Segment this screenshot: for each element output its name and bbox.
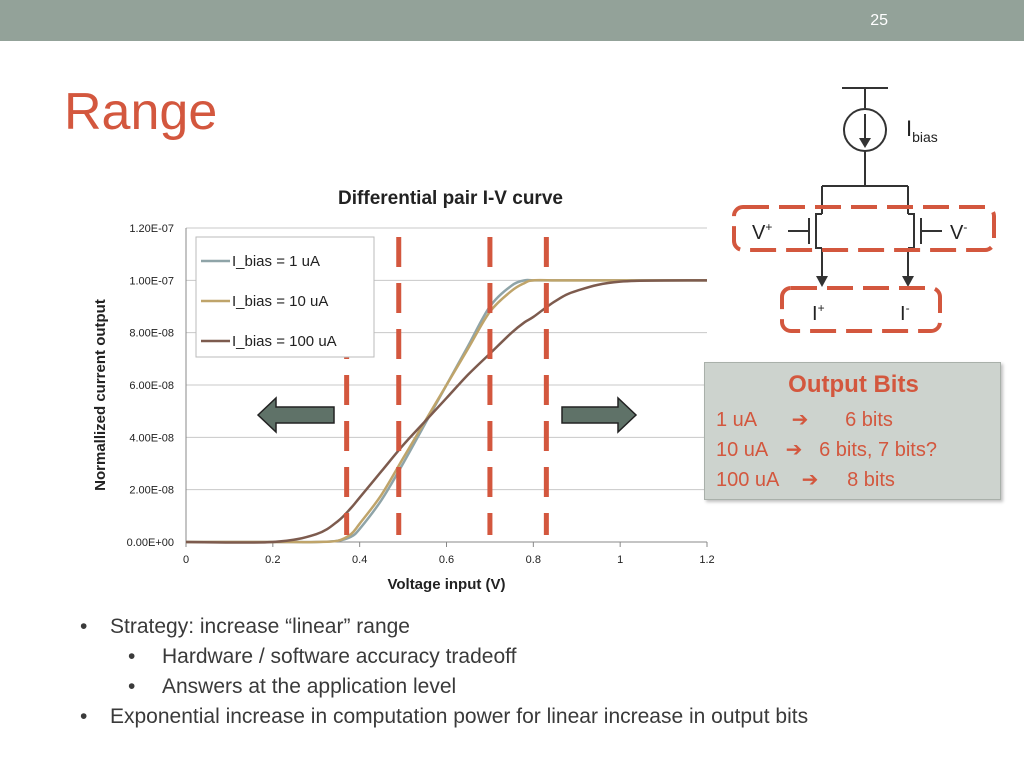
left-arrow-icon	[256, 396, 335, 434]
v-plus-label: V+	[752, 220, 772, 244]
output-bits-box: Output Bits 1 uA ➔ 6 bits 10 uA ➔ 6 bits…	[704, 362, 1001, 500]
output-row: 100 uA ➔ 8 bits	[716, 467, 895, 492]
y-tick-label: 1.20E-07	[129, 223, 174, 235]
y-tick-label: 8.00E-08	[129, 328, 174, 340]
input-highlight-box	[732, 205, 996, 252]
right-output-arrowhead	[902, 276, 914, 287]
x-tick-label: 0.8	[526, 554, 541, 566]
legend-box	[195, 236, 375, 358]
y-tick-label: 1.00E-07	[129, 275, 174, 287]
bullet-dot-icon: •	[128, 675, 136, 698]
ibias-label: Ibias	[906, 116, 938, 145]
x-tick-label: 0	[183, 554, 189, 566]
right-arrow-icon: ➔	[785, 439, 803, 461]
iv-curve-chart: Differential pair I-V curve 0.00E+00 2.00E…	[92, 188, 715, 593]
bullet-list: • Strategy: increase “linear” range • Ha…	[76, 612, 1016, 732]
right-transistor-icon	[908, 213, 915, 249]
x-tick-label: 1	[617, 554, 623, 566]
bullet-text: Exponential increase in computation powe…	[110, 705, 809, 728]
output-row-label: 100 uA	[716, 469, 780, 491]
chart-title: Differential pair I-V curve	[338, 188, 563, 209]
output-row-value: 8 bits	[847, 469, 895, 491]
bullet-item: • Exponential increase in computation po…	[76, 702, 1016, 732]
left-output-arrowhead	[816, 276, 828, 287]
output-row: 10 uA ➔ 6 bits, 7 bits?	[716, 437, 937, 462]
output-row-label: 1 uA	[716, 409, 758, 431]
slide-number: 25	[870, 12, 888, 29]
sub-bullet-item: • Answers at the application level	[76, 672, 1016, 702]
output-row: 1 uA ➔ 6 bits	[716, 407, 893, 432]
left-transistor-icon	[815, 213, 822, 249]
bullet-text: Hardware / software accuracy tradeoff	[162, 645, 517, 668]
bullet-dot-icon: •	[80, 705, 88, 728]
diff-pair-circuit: Ibias V+ V- I+ I-	[732, 87, 996, 333]
v-minus-label: V-	[950, 220, 967, 244]
x-axis-label: Voltage input (V)	[387, 576, 505, 593]
bullet-dot-icon: •	[128, 645, 136, 668]
x-tick-label: 1.2	[699, 554, 714, 566]
series-line	[186, 278, 707, 544]
x-tick-label: 0.2	[265, 554, 280, 566]
y-tick-label: 2.00E-08	[129, 485, 174, 497]
slide-title: Range	[64, 83, 218, 141]
output-highlight-box	[780, 286, 942, 333]
output-row-value: 6 bits	[845, 409, 893, 431]
y-axis-label: Normallized current output	[92, 299, 109, 491]
series-line	[185, 279, 708, 544]
y-tick-label: 0.00E+00	[127, 537, 174, 549]
bullet-item: • Strategy: increase “linear” range	[76, 612, 1016, 642]
legend-label: I_bias = 10 uA	[232, 293, 328, 310]
top-bar: 25	[0, 0, 1024, 41]
x-tick-label: 0.4	[352, 554, 367, 566]
i-minus-label: I-	[900, 301, 910, 325]
output-row-label: 10 uA	[716, 439, 769, 461]
bullet-text: Answers at the application level	[162, 675, 457, 698]
right-arrow-icon	[561, 396, 638, 434]
legend-label: I_bias = 100 uA	[232, 333, 337, 350]
x-tick-label: 0.6	[439, 554, 454, 566]
y-tick-label: 4.00E-08	[129, 432, 174, 444]
bullet-text: Strategy: increase “linear” range	[110, 615, 410, 638]
output-row-value: 6 bits, 7 bits?	[819, 439, 937, 461]
output-bits-title: Output Bits	[788, 371, 919, 398]
i-plus-label: I+	[812, 301, 825, 325]
right-arrow-icon: ➔	[801, 469, 819, 491]
legend-label: I_bias = 1 uA	[232, 253, 320, 270]
current-source-arrowhead	[859, 138, 871, 148]
bullet-dot-icon: •	[80, 615, 88, 638]
right-arrow-icon: ➔	[791, 409, 809, 431]
sub-bullet-item: • Hardware / software accuracy tradeoff	[76, 642, 1016, 672]
y-tick-label: 6.00E-08	[129, 380, 174, 392]
